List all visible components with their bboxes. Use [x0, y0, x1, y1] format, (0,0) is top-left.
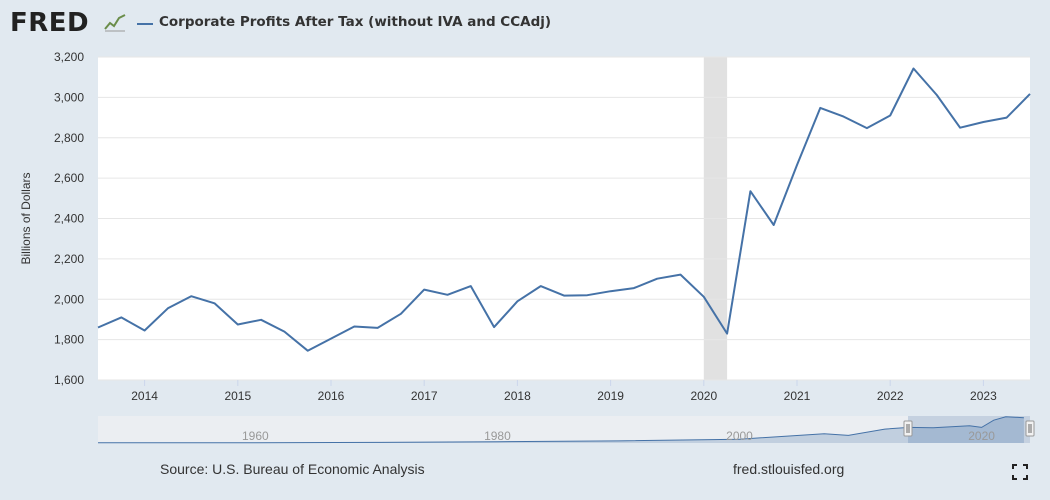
data-point[interactable]: [631, 285, 637, 291]
y-tick-label: 3,000: [54, 90, 84, 104]
x-tick-label: 2015: [224, 389, 251, 403]
navigator-label: 2000: [726, 429, 753, 443]
data-point[interactable]: [1027, 91, 1033, 97]
y-tick-label: 2,200: [54, 252, 84, 266]
series-line: [97, 67, 1031, 352]
data-point[interactable]: [608, 288, 614, 294]
fullscreen-icon[interactable]: [1012, 464, 1028, 480]
x-tick-label: 2017: [411, 389, 438, 403]
x-tick-label: 2016: [318, 389, 345, 403]
data-point[interactable]: [817, 105, 823, 111]
data-point[interactable]: [421, 287, 427, 293]
x-tick-label: 2019: [597, 389, 624, 403]
x-tick-label: 2014: [131, 389, 158, 403]
x-tick-label: 2021: [784, 389, 811, 403]
x-tick-label: 2020: [690, 389, 717, 403]
data-point[interactable]: [188, 293, 194, 299]
data-point[interactable]: [468, 283, 474, 289]
data-point[interactable]: [654, 276, 660, 282]
data-point[interactable]: [95, 325, 101, 331]
data-point[interactable]: [911, 66, 917, 72]
data-point[interactable]: [351, 324, 357, 330]
data-point[interactable]: [957, 125, 963, 131]
y-tick-label: 2,800: [54, 131, 84, 145]
y-tick-label: 2,400: [54, 212, 84, 226]
navigator-label: 1980: [484, 429, 511, 443]
legend-swatch: [137, 23, 153, 25]
data-point[interactable]: [118, 314, 124, 320]
y-tick-label: 3,200: [54, 50, 84, 64]
data-point[interactable]: [328, 336, 334, 342]
data-point[interactable]: [398, 311, 404, 317]
data-point[interactable]: [281, 329, 287, 335]
data-point[interactable]: [212, 300, 218, 306]
y-tick-label: 1,600: [54, 373, 84, 387]
navigator-label: 2020: [968, 429, 995, 443]
navigator-line: [97, 416, 1024, 444]
data-point[interactable]: [841, 114, 847, 120]
data-point[interactable]: [235, 321, 241, 327]
series-title[interactable]: Corporate Profits After Tax (without IVA…: [159, 14, 552, 30]
fred-logo[interactable]: FRED: [10, 8, 90, 38]
site-link[interactable]: fred.stlouisfed.org: [733, 461, 845, 477]
data-point[interactable]: [305, 348, 311, 354]
data-point[interactable]: [724, 331, 730, 337]
data-point[interactable]: [794, 162, 800, 168]
data-point[interactable]: [514, 298, 520, 304]
navigator-track: [98, 416, 1030, 443]
data-point[interactable]: [491, 324, 497, 330]
navigator-area: [98, 416, 1024, 443]
data-point[interactable]: [747, 188, 753, 194]
data-point[interactable]: [538, 283, 544, 289]
navigator-handle-left[interactable]: [903, 420, 913, 437]
data-point[interactable]: [165, 305, 171, 311]
data-point[interactable]: [142, 328, 148, 334]
data-point[interactable]: [701, 294, 707, 300]
data-point[interactable]: [887, 113, 893, 119]
x-tick-label: 2023: [970, 389, 997, 403]
data-point[interactable]: [1004, 115, 1010, 121]
navigator-label: 1960: [242, 429, 269, 443]
data-point[interactable]: [375, 325, 381, 331]
data-point[interactable]: [258, 317, 264, 323]
y-axis-title: Billions of Dollars: [19, 172, 33, 264]
data-point[interactable]: [980, 119, 986, 125]
navigator-selection[interactable]: [908, 416, 1030, 443]
data-point[interactable]: [771, 222, 777, 228]
x-tick-label: 2018: [504, 389, 531, 403]
line-graph-icon: [103, 12, 127, 32]
x-tick-label: 2022: [877, 389, 904, 403]
data-point[interactable]: [678, 272, 684, 278]
data-point[interactable]: [445, 292, 451, 298]
y-tick-label: 2,000: [54, 292, 84, 306]
data-point[interactable]: [934, 92, 940, 98]
data-point[interactable]: [864, 125, 870, 131]
y-tick-label: 2,600: [54, 171, 84, 185]
navigator-handle-right[interactable]: [1025, 420, 1035, 437]
data-point[interactable]: [584, 292, 590, 298]
y-tick-label: 1,800: [54, 333, 84, 347]
source-text: Source: U.S. Bureau of Economic Analysis: [160, 461, 425, 477]
data-point[interactable]: [561, 293, 567, 299]
